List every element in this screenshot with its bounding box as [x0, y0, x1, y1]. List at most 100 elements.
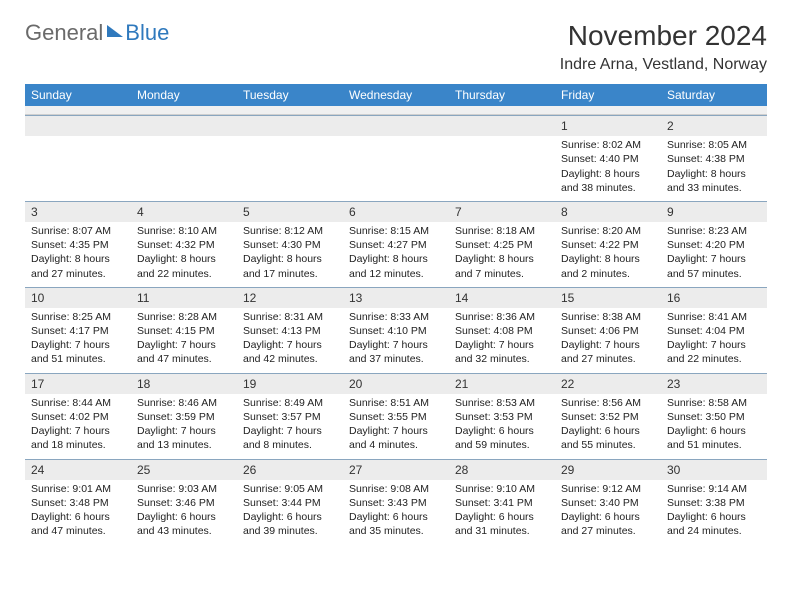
sunrise-label: Sunrise: 8:56 AM [561, 396, 655, 410]
day-body: Sunrise: 8:56 AMSunset: 3:52 PMDaylight:… [555, 396, 661, 453]
day-number: 6 [343, 201, 449, 222]
sunrise-label: Sunrise: 8:05 AM [667, 138, 761, 152]
day-body: Sunrise: 8:02 AMSunset: 4:40 PMDaylight:… [555, 138, 661, 195]
day-number: 27 [343, 459, 449, 480]
day-body: Sunrise: 9:05 AMSunset: 3:44 PMDaylight:… [237, 482, 343, 539]
sunrise-label: Sunrise: 8:44 AM [31, 396, 125, 410]
sunrise-label: Sunrise: 8:07 AM [31, 224, 125, 238]
day-body: Sunrise: 9:10 AMSunset: 3:41 PMDaylight:… [449, 482, 555, 539]
sunrise-label: Sunrise: 9:08 AM [349, 482, 443, 496]
daylight-label: Daylight: 6 hours and 24 minutes. [667, 510, 761, 538]
day-body: Sunrise: 8:12 AMSunset: 4:30 PMDaylight:… [237, 224, 343, 281]
day-body: Sunrise: 8:23 AMSunset: 4:20 PMDaylight:… [661, 224, 767, 281]
day-of-week-header: Sunday Monday Tuesday Wednesday Thursday… [25, 84, 767, 106]
day-cell: 25Sunrise: 9:03 AMSunset: 3:46 PMDayligh… [131, 459, 237, 545]
daylight-label: Daylight: 8 hours and 12 minutes. [349, 252, 443, 280]
daylight-label: Daylight: 6 hours and 31 minutes. [455, 510, 549, 538]
daylight-label: Daylight: 6 hours and 59 minutes. [455, 424, 549, 452]
sunset-label: Sunset: 4:27 PM [349, 238, 443, 252]
daylight-label: Daylight: 8 hours and 38 minutes. [561, 167, 655, 195]
weeks-container: 1Sunrise: 8:02 AMSunset: 4:40 PMDaylight… [25, 115, 767, 544]
day-body: Sunrise: 8:20 AMSunset: 4:22 PMDaylight:… [555, 224, 661, 281]
sunset-label: Sunset: 4:02 PM [31, 410, 125, 424]
dow-saturday: Saturday [661, 84, 767, 106]
sunrise-label: Sunrise: 9:03 AM [137, 482, 231, 496]
day-number: 16 [661, 287, 767, 308]
day-number: 23 [661, 373, 767, 394]
daylight-label: Daylight: 7 hours and 37 minutes. [349, 338, 443, 366]
day-body: Sunrise: 9:03 AMSunset: 3:46 PMDaylight:… [131, 482, 237, 539]
sunrise-label: Sunrise: 8:31 AM [243, 310, 337, 324]
day-cell: 1Sunrise: 8:02 AMSunset: 4:40 PMDaylight… [555, 115, 661, 201]
day-body: Sunrise: 9:01 AMSunset: 3:48 PMDaylight:… [25, 482, 131, 539]
day-body: Sunrise: 8:25 AMSunset: 4:17 PMDaylight:… [25, 310, 131, 367]
dow-wednesday: Wednesday [343, 84, 449, 106]
day-cell: 7Sunrise: 8:18 AMSunset: 4:25 PMDaylight… [449, 201, 555, 287]
day-number: 19 [237, 373, 343, 394]
day-body: Sunrise: 8:15 AMSunset: 4:27 PMDaylight:… [343, 224, 449, 281]
sunrise-label: Sunrise: 9:10 AM [455, 482, 549, 496]
sunset-label: Sunset: 3:57 PM [243, 410, 337, 424]
day-number: 18 [131, 373, 237, 394]
day-cell: 28Sunrise: 9:10 AMSunset: 3:41 PMDayligh… [449, 459, 555, 545]
sunrise-label: Sunrise: 8:23 AM [667, 224, 761, 238]
day-number: 14 [449, 287, 555, 308]
sunset-label: Sunset: 3:41 PM [455, 496, 549, 510]
sunset-label: Sunset: 4:38 PM [667, 152, 761, 166]
sunset-label: Sunset: 4:13 PM [243, 324, 337, 338]
day-cell: 6Sunrise: 8:15 AMSunset: 4:27 PMDaylight… [343, 201, 449, 287]
day-number [449, 115, 555, 136]
sunset-label: Sunset: 3:50 PM [667, 410, 761, 424]
sunrise-label: Sunrise: 8:36 AM [455, 310, 549, 324]
sunset-label: Sunset: 4:20 PM [667, 238, 761, 252]
daylight-label: Daylight: 8 hours and 27 minutes. [31, 252, 125, 280]
sunset-label: Sunset: 4:40 PM [561, 152, 655, 166]
day-cell: 13Sunrise: 8:33 AMSunset: 4:10 PMDayligh… [343, 287, 449, 373]
day-body: Sunrise: 8:31 AMSunset: 4:13 PMDaylight:… [237, 310, 343, 367]
daylight-label: Daylight: 7 hours and 57 minutes. [667, 252, 761, 280]
day-cell: 23Sunrise: 8:58 AMSunset: 3:50 PMDayligh… [661, 373, 767, 459]
sunrise-label: Sunrise: 9:12 AM [561, 482, 655, 496]
sunset-label: Sunset: 3:53 PM [455, 410, 549, 424]
day-cell: 20Sunrise: 8:51 AMSunset: 3:55 PMDayligh… [343, 373, 449, 459]
sunset-label: Sunset: 3:55 PM [349, 410, 443, 424]
daylight-label: Daylight: 7 hours and 18 minutes. [31, 424, 125, 452]
week-row: 3Sunrise: 8:07 AMSunset: 4:35 PMDaylight… [25, 201, 767, 287]
sunrise-label: Sunrise: 8:53 AM [455, 396, 549, 410]
day-number: 11 [131, 287, 237, 308]
sunrise-label: Sunrise: 8:38 AM [561, 310, 655, 324]
header-spacer [25, 106, 767, 115]
day-number: 20 [343, 373, 449, 394]
logo-text-general: General [25, 20, 103, 46]
day-cell [131, 115, 237, 201]
dow-monday: Monday [131, 84, 237, 106]
sunrise-label: Sunrise: 8:33 AM [349, 310, 443, 324]
sunrise-label: Sunrise: 9:14 AM [667, 482, 761, 496]
sunrise-label: Sunrise: 8:25 AM [31, 310, 125, 324]
day-number: 12 [237, 287, 343, 308]
page-header: General Blue November 2024 Indre Arna, V… [25, 20, 767, 74]
day-cell: 22Sunrise: 8:56 AMSunset: 3:52 PMDayligh… [555, 373, 661, 459]
day-number: 24 [25, 459, 131, 480]
day-cell: 26Sunrise: 9:05 AMSunset: 3:44 PMDayligh… [237, 459, 343, 545]
day-body: Sunrise: 8:28 AMSunset: 4:15 PMDaylight:… [131, 310, 237, 367]
logo: General Blue [25, 20, 169, 46]
sunrise-label: Sunrise: 8:51 AM [349, 396, 443, 410]
week-row: 24Sunrise: 9:01 AMSunset: 3:48 PMDayligh… [25, 459, 767, 545]
dow-tuesday: Tuesday [237, 84, 343, 106]
day-cell [25, 115, 131, 201]
daylight-label: Daylight: 6 hours and 47 minutes. [31, 510, 125, 538]
sunset-label: Sunset: 4:10 PM [349, 324, 443, 338]
sunrise-label: Sunrise: 8:12 AM [243, 224, 337, 238]
sunset-label: Sunset: 3:46 PM [137, 496, 231, 510]
daylight-label: Daylight: 6 hours and 55 minutes. [561, 424, 655, 452]
day-body: Sunrise: 8:05 AMSunset: 4:38 PMDaylight:… [661, 138, 767, 195]
sunset-label: Sunset: 4:17 PM [31, 324, 125, 338]
sunset-label: Sunset: 4:04 PM [667, 324, 761, 338]
day-number [237, 115, 343, 136]
daylight-label: Daylight: 7 hours and 8 minutes. [243, 424, 337, 452]
sunrise-label: Sunrise: 8:49 AM [243, 396, 337, 410]
sunrise-label: Sunrise: 9:01 AM [31, 482, 125, 496]
daylight-label: Daylight: 8 hours and 2 minutes. [561, 252, 655, 280]
day-number: 8 [555, 201, 661, 222]
